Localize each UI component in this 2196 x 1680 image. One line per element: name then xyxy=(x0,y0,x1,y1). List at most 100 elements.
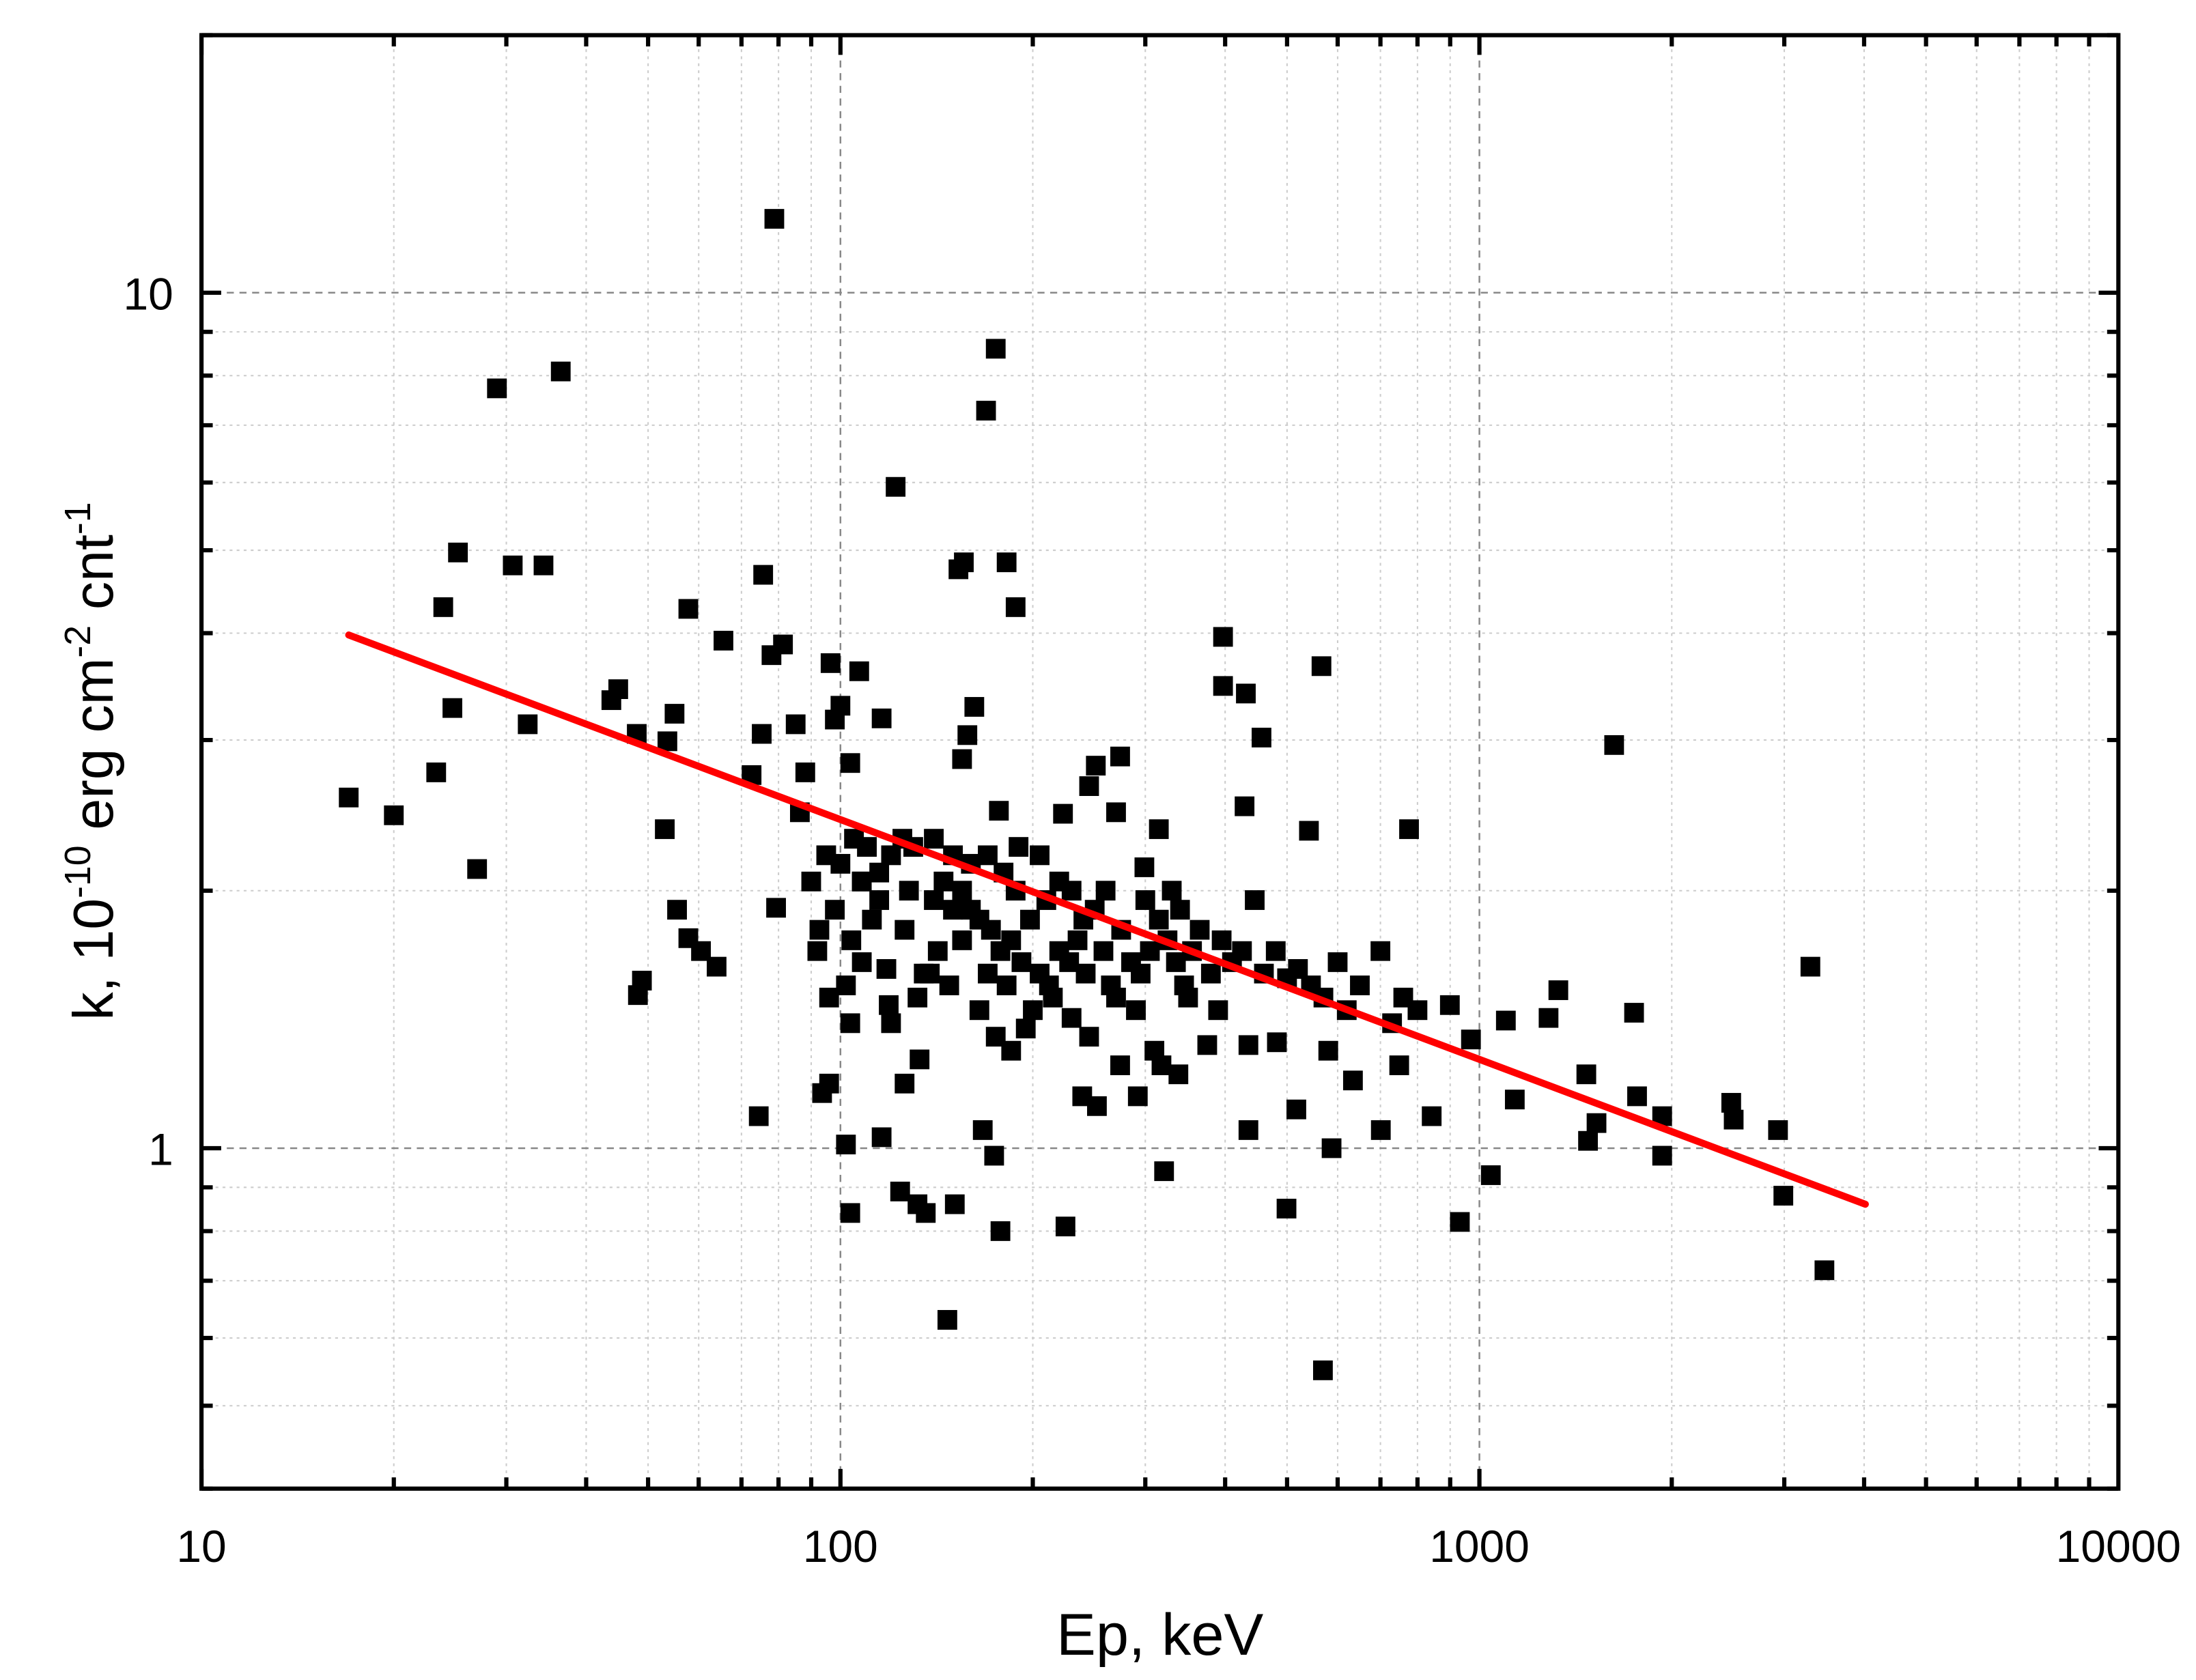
data-point xyxy=(1093,941,1114,961)
data-point xyxy=(1232,941,1252,961)
data-point xyxy=(1213,627,1233,647)
data-point xyxy=(1604,735,1624,755)
y-tick-label: 10 xyxy=(123,269,173,319)
data-point xyxy=(1265,941,1286,961)
plot-frame xyxy=(199,33,2121,1491)
data-point xyxy=(1110,1055,1130,1075)
data-point xyxy=(1311,656,1332,677)
data-point xyxy=(1450,1212,1470,1232)
data-point xyxy=(1578,1130,1599,1151)
data-point xyxy=(1576,1064,1596,1085)
data-point xyxy=(907,987,928,1008)
data-point xyxy=(1001,1040,1022,1061)
data-point xyxy=(667,900,687,920)
data-point xyxy=(910,1049,930,1070)
data-point xyxy=(969,1000,989,1021)
data-point xyxy=(1548,980,1568,1000)
data-point xyxy=(1140,941,1160,961)
data-point xyxy=(869,890,890,910)
data-point xyxy=(1213,676,1233,696)
data-point xyxy=(1439,995,1460,1015)
data-point xyxy=(879,995,899,1015)
axis-ticks xyxy=(199,33,2119,1491)
data-point xyxy=(1030,845,1050,866)
data-point xyxy=(664,704,685,724)
y-tick-label: 1 xyxy=(148,1124,173,1175)
data-point xyxy=(819,1073,839,1094)
data-point xyxy=(1370,1120,1391,1140)
data-point xyxy=(1001,930,1022,950)
data-point xyxy=(518,714,538,735)
data-point xyxy=(990,1221,1011,1241)
data-point xyxy=(1538,1008,1559,1028)
data-point xyxy=(1015,1019,1036,1039)
data-point xyxy=(655,819,675,840)
data-point xyxy=(819,987,839,1008)
data-point xyxy=(1399,819,1419,840)
data-point xyxy=(972,1120,993,1140)
data-point xyxy=(952,749,972,769)
data-point xyxy=(1286,1099,1306,1120)
y-tick-labels: 1 10 xyxy=(123,269,173,1175)
data-point xyxy=(608,679,628,699)
data-point xyxy=(442,698,462,718)
data-point xyxy=(1267,1032,1287,1053)
data-point xyxy=(1200,963,1221,984)
data-point xyxy=(1053,803,1073,824)
scatter-points xyxy=(339,209,1835,1380)
data-point xyxy=(944,1194,965,1214)
data-point xyxy=(1480,1165,1501,1185)
data-point xyxy=(871,708,892,728)
data-point xyxy=(1276,1199,1297,1219)
data-point xyxy=(533,555,554,575)
data-point xyxy=(1110,746,1130,767)
data-point xyxy=(851,952,872,972)
data-point xyxy=(753,565,774,585)
data-point xyxy=(1768,1120,1788,1140)
data-point xyxy=(748,1106,769,1126)
data-point xyxy=(1075,963,1096,984)
data-point xyxy=(1005,597,1026,617)
data-point xyxy=(881,1013,901,1034)
data-point xyxy=(1009,837,1029,857)
data-point xyxy=(1190,920,1210,940)
x-tick-label: 10000 xyxy=(2056,1521,2181,1571)
data-point xyxy=(996,976,1017,995)
data-point xyxy=(876,958,897,979)
data-point xyxy=(1055,1216,1075,1237)
data-point xyxy=(1106,987,1126,1008)
data-point xyxy=(943,900,963,920)
data-point xyxy=(1236,683,1256,704)
data-point xyxy=(764,209,785,229)
data-point xyxy=(1407,1000,1428,1021)
data-point xyxy=(1134,857,1155,877)
data-point xyxy=(895,1073,915,1094)
data-point xyxy=(1252,728,1271,748)
data-point xyxy=(881,845,901,866)
data-point xyxy=(1723,1109,1744,1130)
data-point xyxy=(830,696,851,716)
x-axis-label: Ep, keV xyxy=(1056,1602,1263,1668)
data-point xyxy=(632,971,652,991)
data-point xyxy=(657,731,677,752)
data-point xyxy=(871,1127,892,1148)
data-point xyxy=(1023,1000,1043,1021)
data-point xyxy=(1238,1120,1258,1140)
data-point xyxy=(1245,890,1265,910)
data-point xyxy=(1149,909,1169,930)
data-point xyxy=(1238,1035,1258,1055)
data-point xyxy=(996,552,1017,573)
data-point xyxy=(1144,1040,1165,1061)
data-point xyxy=(899,881,919,901)
data-point xyxy=(1059,952,1080,972)
data-point xyxy=(1149,819,1169,840)
fit-line xyxy=(345,631,1869,1208)
x-tick-label: 10 xyxy=(176,1521,226,1571)
data-point xyxy=(952,881,972,901)
data-point xyxy=(984,1145,1004,1166)
data-point xyxy=(487,378,507,399)
data-point xyxy=(830,853,851,874)
data-point xyxy=(890,1181,910,1201)
data-point xyxy=(933,871,954,892)
